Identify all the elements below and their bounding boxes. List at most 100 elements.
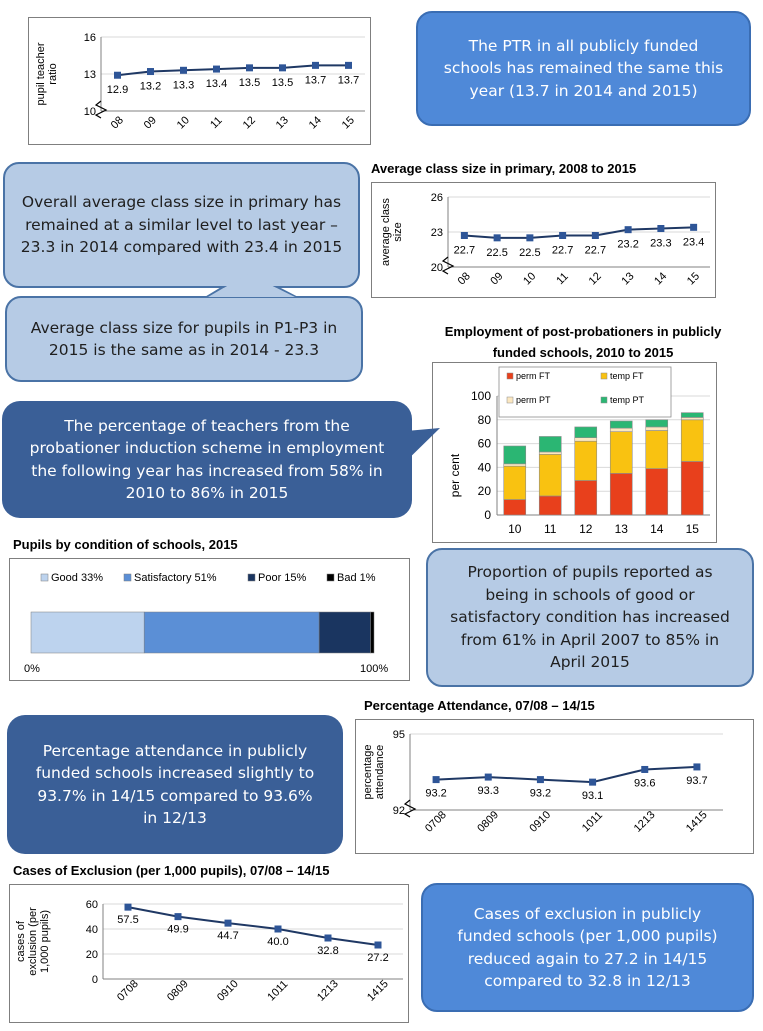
- bar-segment: [645, 419, 669, 428]
- condition-stacked-bar-chart: Good 33% Satisfactory 51% Poor 15% Bad 1% 0%…: [24, 572, 388, 675]
- y-tick-label: 0: [92, 974, 98, 986]
- data-label: 93.3: [478, 785, 499, 797]
- series-line: [117, 64, 349, 77]
- y-tick-label: 10: [84, 106, 96, 118]
- x-tick-label: 0708: [423, 809, 449, 835]
- data-label: 13.7: [305, 74, 326, 86]
- data-label: 27.2: [367, 952, 388, 964]
- class-size-callout: Overall average class size in primary ha…: [3, 162, 360, 288]
- attendance-chart-title: Percentage Attendance, 07/08 – 14/15: [364, 698, 595, 713]
- legend-label: temp FT: [610, 371, 644, 381]
- data-point: [374, 941, 382, 949]
- legend-swatch: [123, 573, 132, 582]
- attendance-chart-panel: 92 95 93.2 93.3 93.2 93.1 93.6 93.7 0708 0809 0910…: [355, 719, 754, 854]
- y-tick-label: 23: [431, 227, 443, 239]
- data-label: 40.0: [267, 936, 288, 948]
- data-label: 13.4: [206, 78, 227, 90]
- y-axis-label: exclusion (per: [27, 907, 39, 976]
- legend-swatch: [247, 573, 256, 582]
- legend-label: perm FT: [516, 371, 551, 381]
- legend-label: temp PT: [610, 395, 645, 405]
- y-axis-label: per cent: [448, 453, 462, 497]
- bar-segment: [30, 611, 145, 654]
- y-axis-label: percentage: [362, 744, 374, 799]
- x-tick-label: 1213: [315, 978, 341, 1004]
- x-tick-label: 14: [650, 522, 664, 536]
- y-tick-label: 95: [393, 729, 405, 741]
- axis-break-icon: [94, 100, 108, 119]
- data-point: [526, 234, 534, 242]
- bar-segment: [680, 412, 704, 418]
- data-label: 93.1: [582, 790, 603, 802]
- y-tick-label: 92: [393, 805, 405, 817]
- attendance-callout: Percentage attendance in publicly funded…: [7, 715, 343, 854]
- data-point: [641, 765, 649, 773]
- data-label: 13.5: [239, 77, 260, 89]
- y-tick-label: 20: [431, 262, 443, 274]
- ptr-chart-panel: 10 13 16 12.9 13.2 13.3 13.4 13.5 13.5 13.7 13.7 08…: [28, 17, 371, 145]
- x-tick-label: 12: [579, 522, 593, 536]
- y-tick-label: 0: [484, 508, 491, 522]
- probationer-callout: The percentage of teachers from the prob…: [2, 401, 412, 518]
- y-tick-label: 100: [471, 389, 491, 403]
- axis-break-icon: [441, 256, 455, 275]
- data-point: [224, 919, 232, 927]
- series-line: [436, 765, 697, 784]
- y-axis-label: 1,000 pupils): [39, 910, 51, 973]
- series-line: [127, 906, 379, 946]
- bar-segment: [143, 611, 320, 654]
- x-tick-label: 100%: [360, 663, 388, 675]
- x-tick-label: 0809: [165, 978, 191, 1004]
- bar-segment: [318, 611, 371, 654]
- y-tick-label: 60: [86, 899, 98, 911]
- data-label: 22.7: [454, 245, 475, 257]
- data-label: 32.8: [317, 945, 338, 957]
- data-point: [536, 776, 544, 784]
- y-tick-label: 20: [86, 949, 98, 961]
- y-axis-label: attendance: [374, 745, 386, 799]
- data-point: [432, 776, 440, 784]
- condition-chart-panel: Good 33% Satisfactory 51% Poor 15% Bad 1% 0%…: [9, 558, 410, 681]
- data-label: 49.9: [167, 924, 188, 936]
- y-tick-label: 20: [478, 484, 492, 498]
- data-point: [274, 925, 282, 933]
- y-tick-label: 60: [478, 437, 492, 451]
- condition-chart-title: Pupils by condition of schools, 2015: [13, 537, 238, 552]
- ptr-callout: The PTR in all publicly funded schools h…: [416, 11, 751, 126]
- legend-swatch: [506, 396, 514, 404]
- y-axis-label: pupil teacher: [35, 42, 47, 105]
- data-label: 93.2: [425, 788, 446, 800]
- data-point: [559, 232, 567, 239]
- legend-label: Satisfactory 51%: [134, 572, 217, 584]
- bar-segment: [503, 445, 527, 465]
- exclusion-chart-panel: 0 20 40 60 57.5 49.9 44.7 40.0 32.8 27.2 0708 0809 0…: [9, 884, 409, 1023]
- data-label: 93.7: [686, 775, 707, 787]
- data-point: [460, 232, 468, 239]
- bar-segment: [609, 420, 633, 429]
- x-tick-label: 0809: [475, 809, 501, 835]
- data-point: [324, 934, 332, 942]
- data-point: [180, 66, 187, 74]
- x-tick-label: 13: [615, 522, 629, 536]
- data-label: 12.9: [107, 84, 128, 96]
- legend-label: Good 33%: [51, 572, 103, 584]
- y-tick-label: 80: [478, 413, 492, 427]
- legend-label: perm PT: [516, 395, 551, 405]
- post-probationers-stacked-bar-chart: 0 20 40 60 80 100 10 11 12 13 14 15 per cent perm FT t…: [448, 366, 710, 536]
- class-size-chart-panel: 20 23 26 22.7 22.5 22.5 22.7 22.7 23.2 23.3 23.4 08…: [371, 182, 716, 298]
- y-axis-label: cases of: [15, 920, 27, 962]
- x-tick-label: 1011: [580, 809, 605, 834]
- data-label: 44.7: [217, 930, 238, 942]
- data-point: [493, 234, 501, 242]
- data-label: 93.2: [530, 788, 551, 800]
- legend-box: [498, 366, 672, 418]
- data-point: [345, 61, 352, 69]
- data-label: 22.5: [519, 247, 540, 259]
- y-axis-label: average class: [380, 198, 392, 266]
- data-label: 22.5: [486, 247, 507, 259]
- legend-swatch: [600, 372, 608, 380]
- data-point: [589, 778, 597, 786]
- p1p3-callout: Average class size for pupils in P1-P3 i…: [5, 296, 363, 382]
